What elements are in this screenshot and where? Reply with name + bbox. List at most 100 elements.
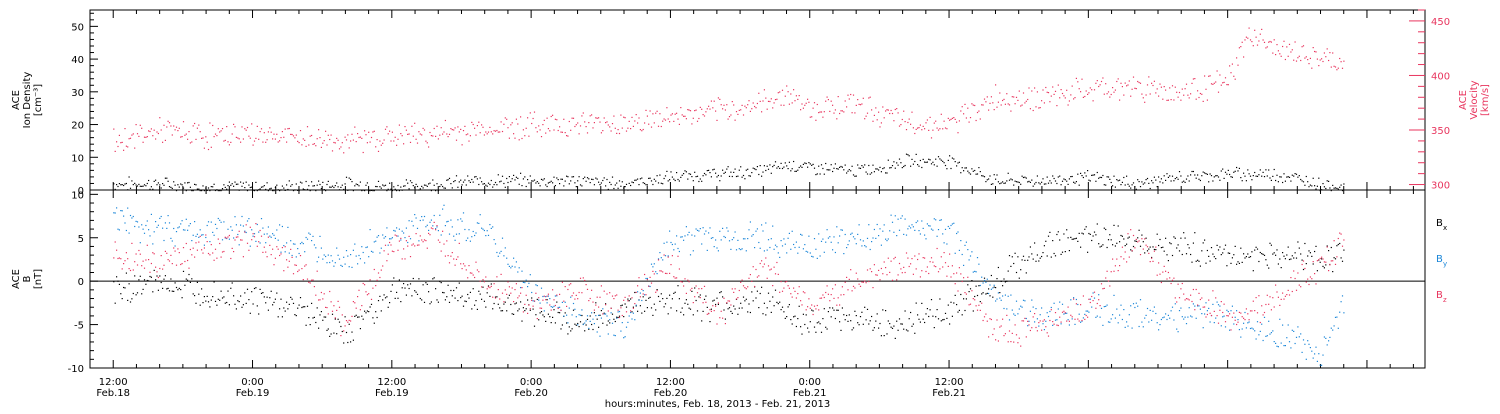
density-point <box>1195 177 1197 179</box>
velocity-point <box>482 126 484 128</box>
velocity-point <box>646 115 648 117</box>
field-point-by <box>1176 328 1178 330</box>
field-point-by <box>527 286 529 288</box>
field-point-bx <box>1268 267 1270 269</box>
field-point-bz <box>483 281 485 283</box>
velocity-point <box>255 137 257 139</box>
velocity-point <box>468 140 470 142</box>
density-point <box>412 185 414 187</box>
field-point-bz <box>1288 294 1291 296</box>
density-point <box>706 170 708 172</box>
field-point-bx <box>384 297 387 299</box>
field-point-bx <box>350 341 352 343</box>
field-point-by <box>487 234 490 236</box>
density-point <box>988 178 990 180</box>
field-point-bz <box>602 313 604 315</box>
field-point-bx <box>1326 245 1328 247</box>
field-point-bz <box>552 289 554 291</box>
field-point-by <box>1170 310 1172 312</box>
density-point <box>627 189 629 191</box>
field-point-by <box>988 292 990 295</box>
velocity-point <box>841 110 843 112</box>
field-point-bx <box>716 297 718 299</box>
velocity-point <box>1282 45 1284 48</box>
field-point-bz <box>291 256 293 258</box>
density-point <box>155 179 157 181</box>
density-point <box>1107 176 1110 178</box>
velocity-point <box>461 144 463 146</box>
field-point-by <box>1002 295 1004 297</box>
field-point-by <box>930 228 933 230</box>
field-point-bz <box>800 300 802 302</box>
field-point-bx <box>231 282 233 284</box>
density-point <box>177 184 179 186</box>
field-point-by <box>981 276 983 278</box>
velocity-point <box>469 135 471 137</box>
field-point-by <box>719 230 721 232</box>
velocity-point <box>786 85 788 87</box>
field-point-by <box>1280 342 1282 344</box>
field-point-bx <box>600 310 602 312</box>
field-point-by <box>786 252 788 254</box>
velocity-point <box>1266 46 1268 48</box>
field-point-bx <box>1272 253 1274 255</box>
field-point-bx <box>599 314 601 316</box>
field-point-bx <box>861 311 863 313</box>
field-point-bx <box>113 281 115 283</box>
field-point-by <box>435 228 437 230</box>
density-point <box>628 182 630 184</box>
field-point-by <box>742 238 745 240</box>
field-point-by <box>212 231 214 233</box>
density-point <box>1227 169 1229 171</box>
field-point-by <box>386 227 388 229</box>
field-point-bz <box>252 233 254 235</box>
velocity-point <box>653 122 655 124</box>
density-point <box>220 190 222 192</box>
velocity-point <box>1300 59 1302 62</box>
field-point-bz <box>1330 260 1332 262</box>
field-point-by <box>701 243 703 245</box>
field-point-by <box>462 212 465 214</box>
field-point-bx <box>114 302 116 304</box>
density-point <box>128 176 130 178</box>
velocity-point <box>1249 39 1252 41</box>
field-point-by <box>1061 303 1064 305</box>
velocity-point <box>201 137 203 139</box>
density-point <box>1163 175 1165 177</box>
field-point-by <box>1100 307 1103 309</box>
field-point-by <box>1042 323 1044 325</box>
density-point <box>365 184 367 186</box>
density-point <box>1311 185 1313 187</box>
field-point-bx <box>574 323 576 325</box>
density-point <box>826 169 828 171</box>
density-point <box>776 167 778 169</box>
velocity-point <box>592 127 594 129</box>
velocity-point <box>311 134 313 137</box>
x-tick-date: Feb.20 <box>514 388 548 399</box>
field-point-bz <box>705 301 707 303</box>
field-point-by <box>873 228 875 231</box>
field-point-bz <box>653 273 655 275</box>
density-point <box>500 180 502 182</box>
field-point-by <box>407 241 409 244</box>
field-point-bx <box>627 298 629 300</box>
field-point-bx <box>659 300 661 302</box>
field-point-by <box>652 266 654 268</box>
velocity-point <box>1305 56 1307 58</box>
density-point <box>1054 180 1057 182</box>
field-point-bx <box>846 314 848 317</box>
field-point-bz <box>134 261 136 263</box>
density-point <box>1059 175 1061 177</box>
field-point-by <box>1256 321 1259 323</box>
field-point-by <box>1183 318 1185 320</box>
field-point-bx <box>630 298 632 300</box>
velocity-point <box>921 129 923 131</box>
velocity-point <box>348 147 350 149</box>
density-point <box>391 190 393 192</box>
density-point <box>889 167 891 169</box>
density-point <box>1024 176 1026 178</box>
field-point-by <box>481 227 483 229</box>
field-point-by <box>772 225 774 227</box>
field-point-bx <box>917 314 919 316</box>
field-point-bz <box>132 269 134 271</box>
